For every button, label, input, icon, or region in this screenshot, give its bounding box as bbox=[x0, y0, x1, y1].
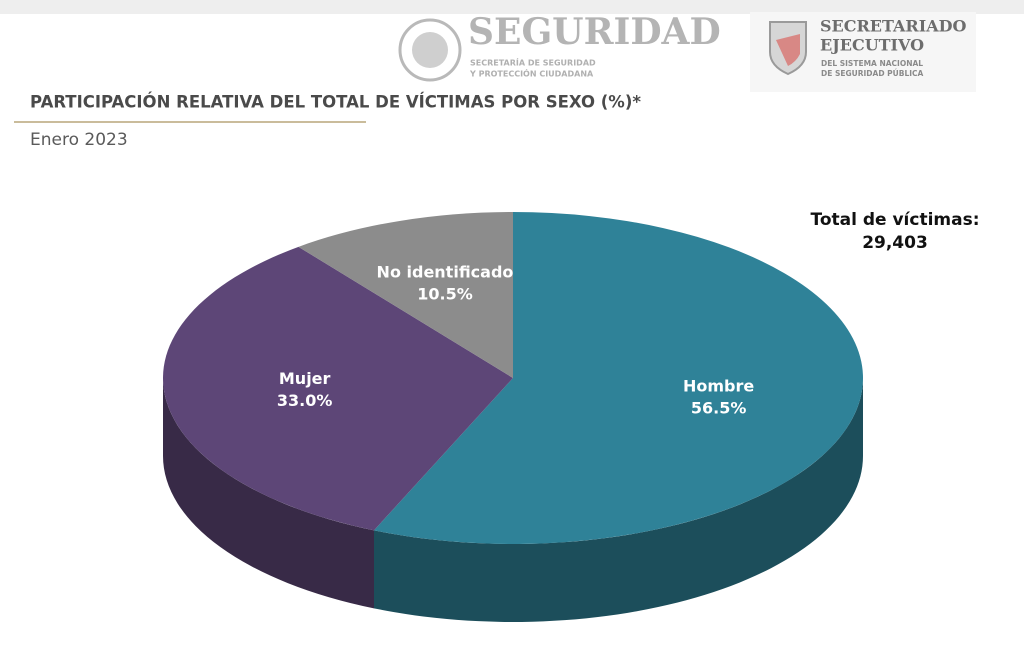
chart-title: PARTICIPACIÓN RELATIVA DEL TOTAL DE VÍCT… bbox=[30, 93, 641, 112]
logo-secretariado: SECRETARIADO EJECUTIVO DEL SISTEMA NACIO… bbox=[750, 12, 976, 92]
annotation: 29,403 bbox=[862, 233, 928, 253]
logo-sub: SECRETARÍA DE SEGURIDAD bbox=[470, 57, 596, 68]
value-label: 10.5% bbox=[417, 284, 473, 303]
value-label: 33.0% bbox=[277, 391, 333, 410]
logo-sub: Y PROTECCIÓN CIUDADANA bbox=[469, 68, 594, 79]
slice-side bbox=[162, 378, 374, 609]
value-label: 56.5% bbox=[691, 399, 747, 418]
emblem-center bbox=[412, 32, 448, 68]
slice-label: No identificado bbox=[377, 262, 514, 281]
slice-side bbox=[373, 378, 863, 623]
annotation: Total de víctimas: bbox=[810, 210, 979, 230]
slice-label: Hombre bbox=[683, 377, 754, 396]
logo-title: EJECUTIVO bbox=[820, 36, 924, 55]
chart-subtitle: Enero 2023 bbox=[30, 130, 128, 150]
slice bbox=[298, 212, 513, 378]
slice-label: Mujer bbox=[279, 369, 331, 388]
shield-flag bbox=[776, 34, 800, 66]
logo-seguridad: SEGURIDAD SECRETARÍA DE SEGURIDAD Y PROT… bbox=[398, 11, 721, 82]
logo-sub: DE SEGURIDAD PÚBLICA bbox=[821, 69, 924, 78]
slice bbox=[162, 246, 513, 531]
pie: Hombre 56.5% Mujer 33.0% No identificado 10.5… bbox=[162, 212, 863, 623]
logo-title: SECRETARIADO bbox=[820, 17, 966, 36]
emblem bbox=[398, 18, 462, 82]
logo-sub: DEL SISTEMA NACIONAL bbox=[821, 59, 923, 68]
logo-title: SEGURIDAD bbox=[468, 11, 721, 53]
slice bbox=[373, 212, 863, 544]
top-bar bbox=[0, 0, 1024, 14]
